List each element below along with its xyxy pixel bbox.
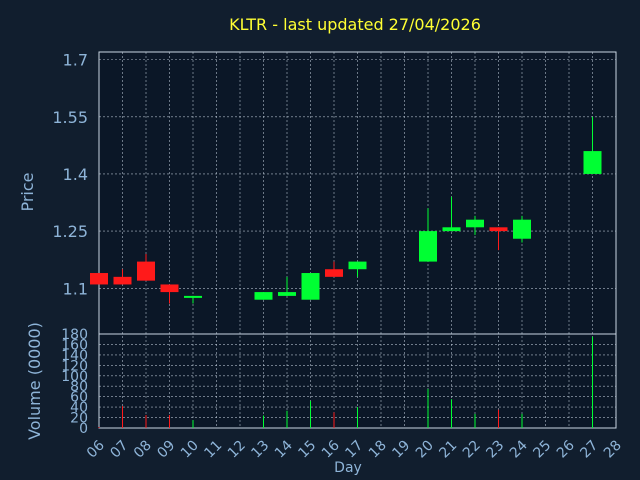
x-tick-label: 19 <box>389 438 413 462</box>
x-tick-label: 11 <box>201 438 225 462</box>
price-tick-label: 1.1 <box>63 279 88 298</box>
candle-body <box>348 261 367 270</box>
x-tick-label: 28 <box>601 438 625 462</box>
price-axis-label: Price <box>18 172 37 211</box>
candle-body <box>466 219 484 228</box>
x-tick-label: 22 <box>460 438 484 462</box>
x-axis-label: Day <box>334 460 362 476</box>
x-tick-label: 15 <box>295 438 319 462</box>
x-tick-label: 27 <box>577 438 601 462</box>
chart-title: KLTR - last updated 27/04/2026 <box>229 15 481 34</box>
volume-tick-label: 20 <box>70 411 88 427</box>
candle-body <box>160 284 179 293</box>
price-tick-label: 1.55 <box>52 108 88 127</box>
candle-body <box>278 292 296 296</box>
x-tick-label: 06 <box>84 437 108 461</box>
volume-series <box>98 336 593 428</box>
candle-body <box>513 219 531 239</box>
candle-body <box>325 269 343 277</box>
x-tick-label: 14 <box>272 437 296 461</box>
x-tick-label: 09 <box>154 438 178 462</box>
x-tick-label: 16 <box>319 437 343 461</box>
x-tick-label: 21 <box>436 438 460 462</box>
volume-tick-label: 60 <box>70 390 88 406</box>
volume-tick-label: 120 <box>61 358 88 374</box>
x-tick-label: 23 <box>483 438 507 462</box>
grid-layer <box>98 52 617 429</box>
price-tick-label: 1.7 <box>63 51 88 70</box>
x-tick-label: 12 <box>225 438 249 462</box>
x-tick-label: 07 <box>107 438 131 462</box>
candle-body <box>90 273 108 285</box>
x-tick-label: 10 <box>178 438 202 462</box>
candle-body <box>489 227 508 232</box>
volume-tick-label: 180 <box>61 327 88 343</box>
candle-body <box>137 261 155 281</box>
x-tick-labels: 06 07 08 09 10 11 12 13 14 15 16 17 18 19 20 21 22 23 24 25… <box>84 437 625 461</box>
x-tick-label: 25 <box>530 438 554 462</box>
price-series <box>90 116 602 304</box>
price-tick-label: 1.25 <box>52 222 88 241</box>
volume-tick-label: 0 <box>79 421 88 437</box>
candle-body <box>442 227 461 232</box>
volume-tick-label: 140 <box>61 348 88 364</box>
candle-body <box>184 295 202 298</box>
volume-tick-label: 80 <box>70 379 88 395</box>
x-tick-label: 26 <box>554 437 578 461</box>
candle-body <box>301 273 320 300</box>
volume-tick-label: 40 <box>70 400 88 416</box>
x-tick-label: 18 <box>366 438 390 462</box>
candle-body <box>254 292 273 300</box>
x-tick-label: 24 <box>507 437 531 461</box>
x-tick-label: 13 <box>248 438 272 462</box>
x-tick-label: 17 <box>342 438 366 462</box>
candle-body <box>419 231 437 262</box>
volume-axis-label: Volume (0000) <box>25 322 44 440</box>
volume-tick-label: 160 <box>61 337 88 353</box>
price-tick-label: 1.4 <box>63 165 88 184</box>
volume-tick-label: 100 <box>61 369 88 385</box>
x-tick-label: 08 <box>131 438 155 462</box>
candle-body <box>113 276 132 285</box>
y-tick-labels: 1.7 1.55 1.4 1.25 1.1 18016014012010080604020… <box>52 51 88 437</box>
x-tick-label: 20 <box>413 438 437 462</box>
candle-body <box>583 151 602 174</box>
